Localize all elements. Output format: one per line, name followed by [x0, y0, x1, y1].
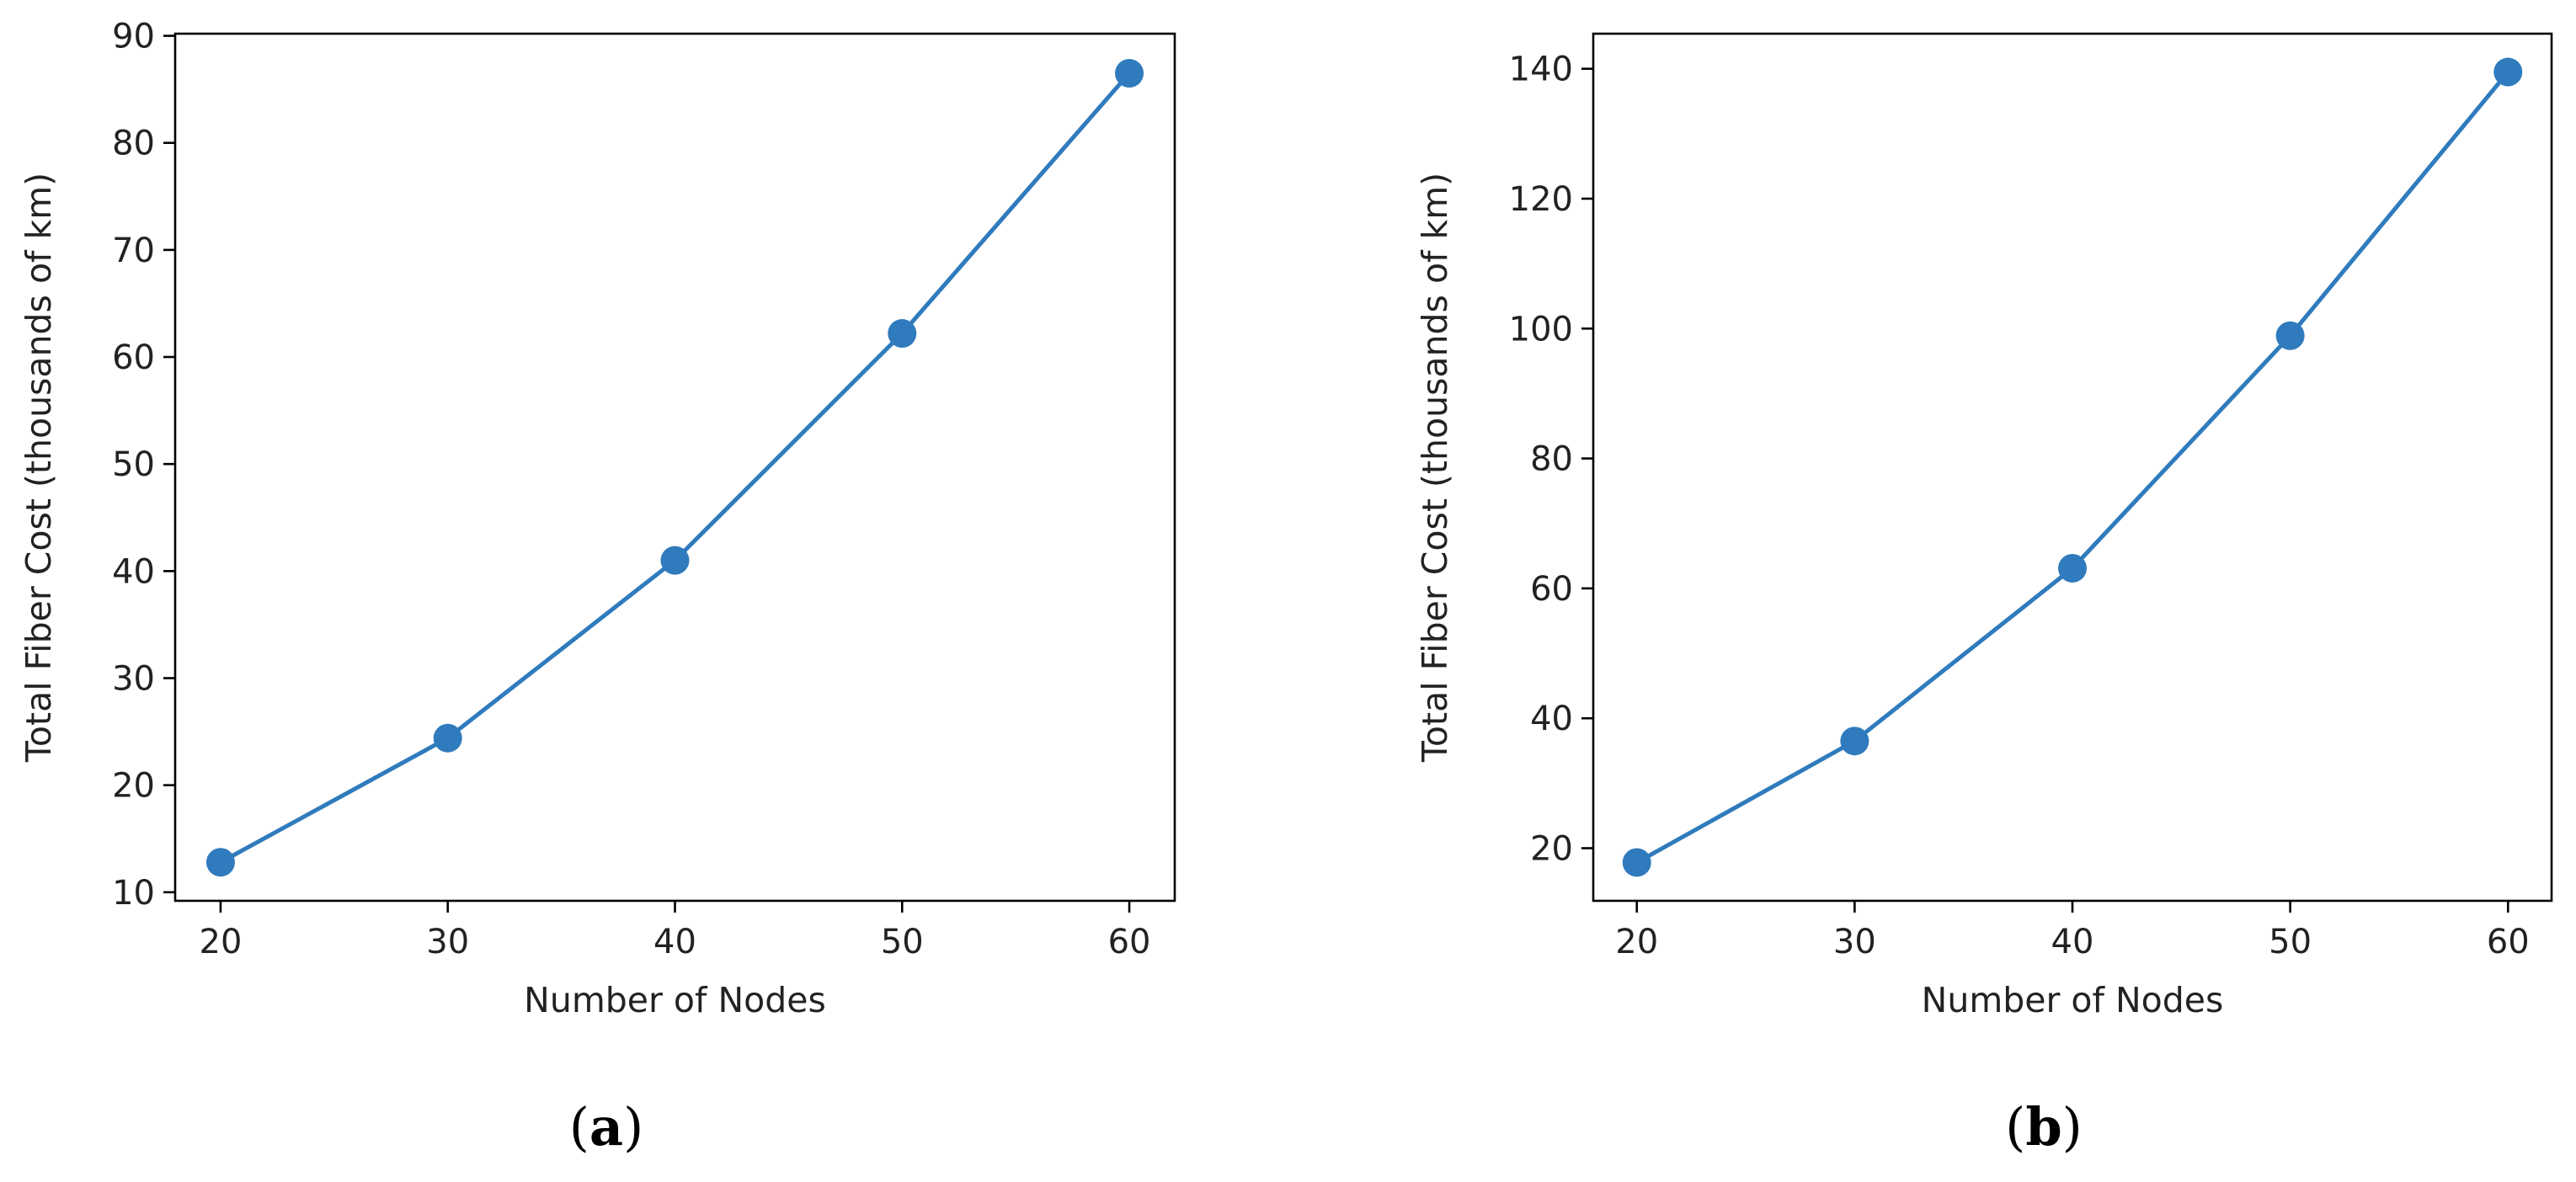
y-tick-label: 10: [112, 874, 155, 913]
x-axis-label: Number of Nodes: [1922, 980, 2224, 1020]
y-tick-label: 40: [1530, 700, 1573, 738]
y-tick-label: 140: [1509, 51, 1573, 89]
y-tick-label: 100: [1509, 310, 1573, 349]
data-point: [205, 848, 235, 877]
data-point: [1840, 727, 1869, 756]
data-point: [1115, 59, 1144, 88]
x-tick-label: 60: [1108, 923, 1151, 961]
x-tick-label: 50: [881, 923, 924, 961]
series-line: [218, 71, 1132, 865]
panel-label: a: [589, 1096, 623, 1158]
y-tick-label: 40: [112, 552, 155, 591]
x-tick-label: 40: [653, 923, 696, 961]
series-line: [1635, 70, 2510, 865]
y-tick-label: 120: [1509, 180, 1573, 219]
y-tick-label: 70: [112, 232, 155, 270]
y-axis-label: Total Fiber Cost (thousands of km): [19, 173, 59, 763]
data-point: [2058, 553, 2087, 583]
y-tick-label: 20: [1530, 830, 1573, 869]
chart-panel-a: 10 20 30 40 50 60 70 80 90 20 30 40 50 60 Number of No…: [19, 18, 1176, 1158]
x-axis-label: Number of Nodes: [524, 980, 826, 1020]
y-tick-label: 60: [1530, 570, 1573, 609]
panel-caption: (a): [569, 1096, 644, 1158]
y-tick-label: 20: [112, 767, 155, 806]
y-tick-label: 30: [112, 660, 155, 699]
y-tick-label: 90: [112, 18, 155, 56]
y-tick-label: 80: [1530, 440, 1573, 479]
x-tick-label: 50: [2269, 923, 2312, 961]
data-point: [2275, 321, 2305, 350]
plot-area-frame: [173, 32, 1176, 902]
plot-area-frame: [1592, 32, 2553, 902]
data-point: [660, 546, 690, 575]
data-point: [433, 723, 462, 753]
x-tick-label: 60: [2487, 923, 2530, 961]
y-axis-label: Total Fiber Cost (thousands of km): [1415, 173, 1455, 763]
y-tick-label: 80: [112, 125, 155, 163]
y-tick-label: 50: [112, 445, 155, 484]
x-tick-label: 20: [1615, 923, 1658, 961]
data-point: [2493, 57, 2523, 87]
x-tick-label: 40: [2051, 923, 2094, 961]
x-tick-label: 30: [1833, 923, 1876, 961]
data-point: [888, 319, 917, 349]
y-tick-label: 60: [112, 338, 155, 377]
chart-panel-b: 20 40 60 80 100 120 140 20 30 40 50 60 Number of Nod…: [1415, 32, 2553, 1158]
panel-label: b: [2025, 1096, 2061, 1158]
data-point: [1622, 848, 1651, 877]
x-tick-label: 20: [200, 923, 243, 961]
panel-caption: (b): [2005, 1096, 2083, 1158]
x-tick-label: 30: [426, 923, 469, 961]
